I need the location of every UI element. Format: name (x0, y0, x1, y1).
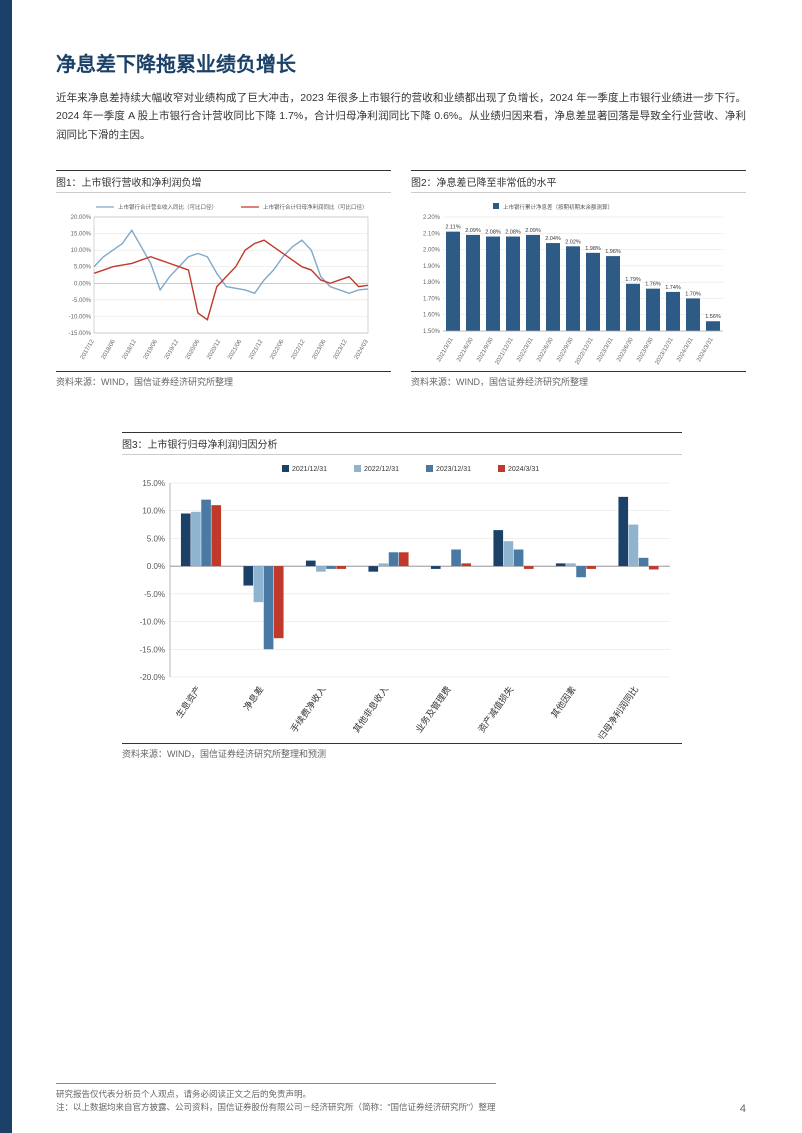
svg-text:2.04%: 2.04% (545, 236, 561, 242)
svg-text:-15.00%: -15.00% (69, 331, 92, 337)
svg-text:上市银行合计营业收入同比（可比口径）: 上市银行合计营业收入同比（可比口径） (118, 203, 217, 211)
svg-text:2.09%: 2.09% (465, 228, 481, 234)
page-number: 4 (740, 1103, 746, 1115)
svg-text:2.02%: 2.02% (565, 239, 581, 245)
svg-text:1.60%: 1.60% (423, 313, 441, 319)
page-title: 净息差下降拖累业绩负增长 (56, 48, 746, 77)
svg-text:2021/12/31: 2021/12/31 (292, 466, 327, 473)
svg-text:0.0%: 0.0% (147, 562, 165, 571)
svg-text:0.00%: 0.00% (74, 281, 92, 287)
svg-text:1.50%: 1.50% (423, 329, 441, 335)
chart3-title: 图3：上市银行归母净利润归因分析 (122, 432, 682, 455)
svg-text:-10.00%: -10.00% (69, 315, 92, 321)
chart3-source: 资料来源：WIND，国信证券经济研究所整理和预测 (122, 743, 682, 760)
svg-text:1.76%: 1.76% (645, 282, 661, 288)
chart3-panel: 图3：上市银行归母净利润归因分析 2021/12/312022/12/31202… (122, 432, 682, 760)
svg-text:1.80%: 1.80% (423, 280, 441, 286)
chart2-title: 图2：净息差已降至非常低的水平 (411, 170, 746, 193)
chart3: 2021/12/31 2022/12/31 2023/12/31 2024/3/31 -… (122, 459, 682, 739)
chart1-title: 图1：上市银行营收和净利润负增 (56, 170, 391, 193)
footer-text: 研究报告仅代表分析员个人观点，请务必阅读正文之后的免责声明。 注：以上数据均来自… (56, 1083, 496, 1115)
svg-text:2.10%: 2.10% (423, 231, 441, 237)
svg-text:-5.00%: -5.00% (72, 298, 92, 304)
svg-text:20.00%: 20.00% (71, 215, 92, 221)
svg-text:1.70%: 1.70% (423, 297, 441, 303)
chart1-panel: 图1：上市银行营收和净利润负增 上市银行合计营业收入同比（可比口径）上市银行合计… (56, 170, 391, 388)
svg-text:1.90%: 1.90% (423, 264, 441, 270)
svg-text:1.56%: 1.56% (705, 314, 721, 320)
svg-text:2.20%: 2.20% (423, 215, 441, 221)
svg-text:15.0%: 15.0% (142, 479, 165, 488)
svg-text:上市银行合计归母净利润同比（可比口径）: 上市银行合计归母净利润同比（可比口径） (263, 203, 368, 211)
svg-text:5.0%: 5.0% (147, 535, 165, 544)
svg-text:1.74%: 1.74% (665, 285, 681, 291)
chart1-source: 资料来源：WIND，国信证券经济研究所整理 (56, 371, 391, 388)
svg-text:1.98%: 1.98% (585, 246, 601, 252)
svg-text:-15.0%: -15.0% (140, 645, 165, 654)
svg-text:10.0%: 10.0% (142, 507, 165, 516)
svg-text:1.96%: 1.96% (605, 249, 621, 255)
chart2-panel: 图2：净息差已降至非常低的水平 上市银行累计净息差（按期初期末余额测算） 1.50… (411, 170, 746, 388)
svg-text:1.79%: 1.79% (625, 277, 641, 283)
chart2-source: 资料来源：WIND，国信证券经济研究所整理 (411, 371, 746, 388)
svg-text:-5.0%: -5.0% (144, 590, 165, 599)
svg-text:上市银行累计净息差（按期初期末余额测算）: 上市银行累计净息差（按期初期末余额测算） (503, 203, 613, 211)
svg-text:2022/12/31: 2022/12/31 (364, 466, 399, 473)
svg-text:2.11%: 2.11% (445, 225, 460, 231)
svg-text:2.09%: 2.09% (525, 228, 541, 234)
svg-text:10.00%: 10.00% (71, 248, 92, 254)
intro-text: 近年来净息差持续大幅收窄对业绩构成了巨大冲击，2023 年很多上市银行的营收和业… (56, 89, 746, 144)
svg-text:5.00%: 5.00% (74, 265, 92, 271)
chart2: 上市银行累计净息差（按期初期末余额测算） 1.50% 1.60% 1.70% 1.80%… (411, 197, 746, 367)
svg-text:15.00%: 15.00% (71, 232, 92, 238)
svg-text:2.08%: 2.08% (505, 230, 521, 236)
footer-line2: 注：以上数据均来自官方披露、公司资料，国信证券股份有限公司－经济研究所（简称："… (56, 1101, 496, 1115)
svg-text:-10.0%: -10.0% (140, 618, 165, 627)
svg-text:2023/12/31: 2023/12/31 (436, 466, 471, 473)
svg-text:1.70%: 1.70% (685, 292, 701, 298)
chart1: 上市银行合计营业收入同比（可比口径） 上市银行合计归母净利润同比（可比口径） -15… (56, 197, 391, 367)
svg-text:-20.0%: -20.0% (140, 673, 165, 682)
svg-text:2.00%: 2.00% (423, 248, 441, 254)
svg-text:2.08%: 2.08% (485, 230, 501, 236)
footer-line1: 研究报告仅代表分析员个人观点，请务必阅读正文之后的免责声明。 (56, 1088, 496, 1102)
svg-text:2024/3/31: 2024/3/31 (508, 466, 539, 473)
